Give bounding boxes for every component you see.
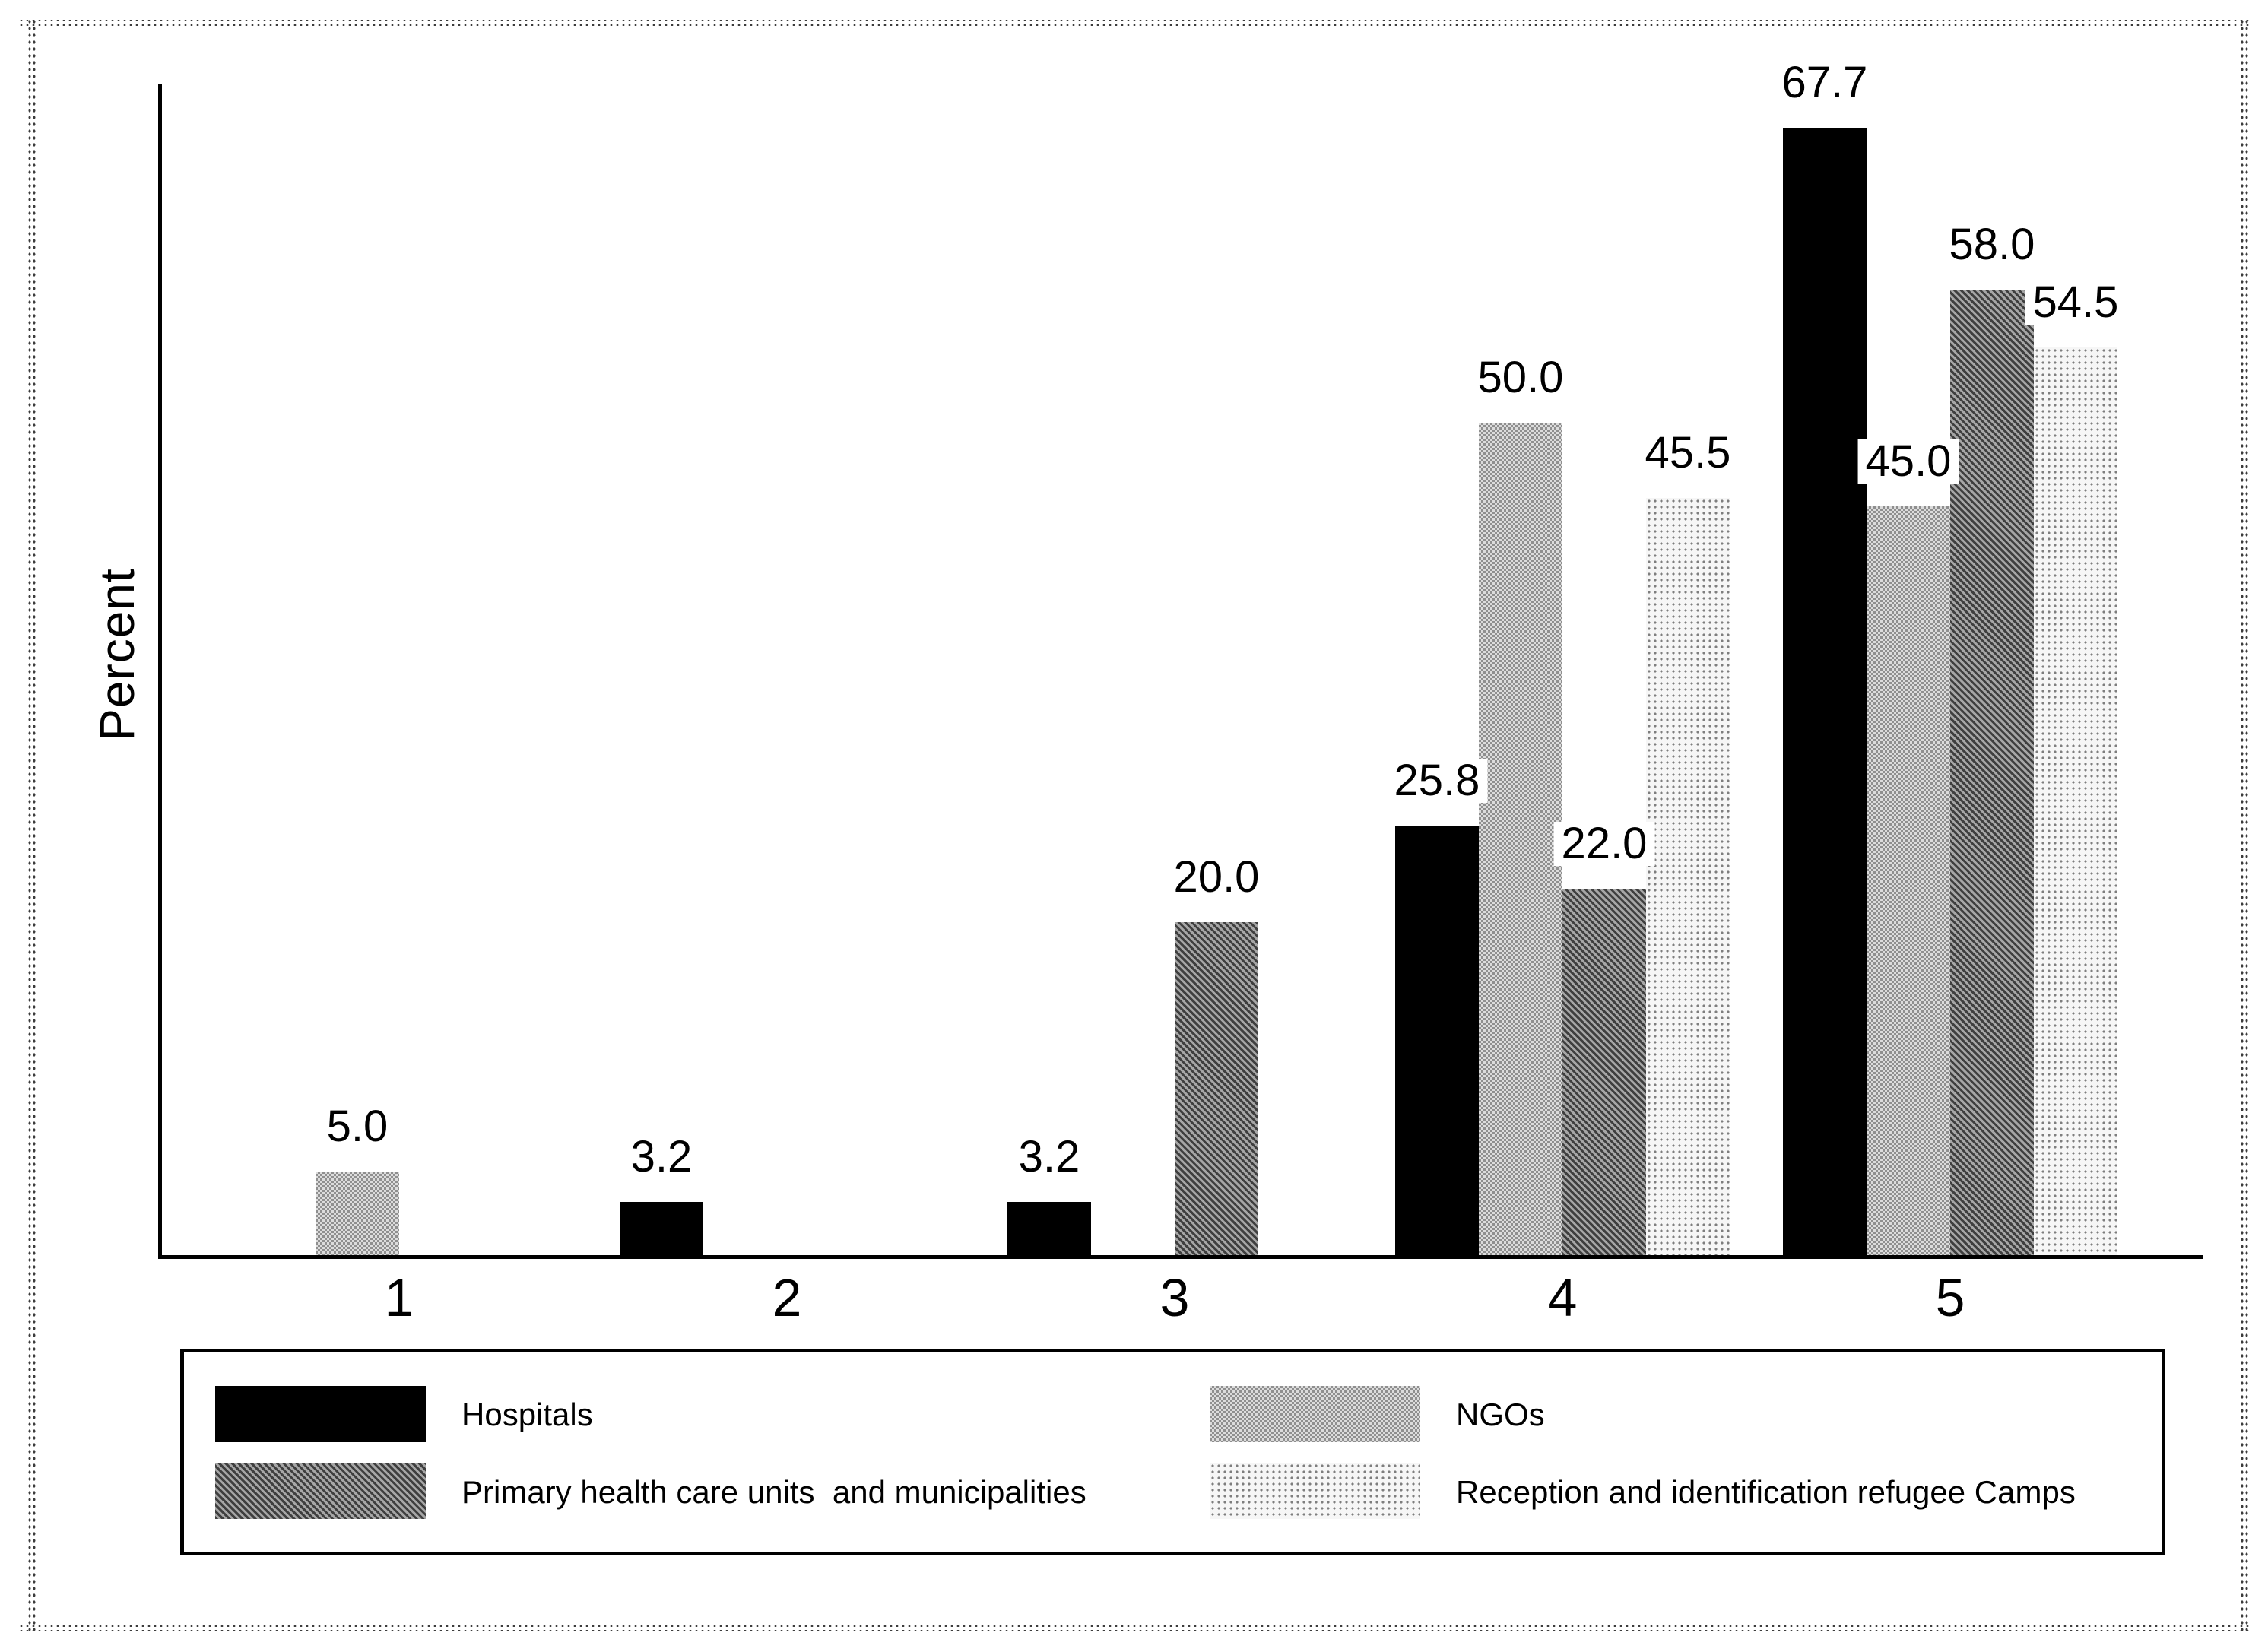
x-tick-label-3: 3: [1159, 1268, 1190, 1327]
bar-hospitals-category-5: [1783, 128, 1867, 1255]
frame-border-right: [2240, 18, 2248, 1634]
value-label-hospitals-category-3: 3.2: [1010, 1135, 1088, 1179]
bar-primary-health-care-units-and-municipalities-category-4: [1562, 889, 1646, 1255]
bar-hospitals-category-2: [620, 1202, 703, 1255]
value-label-ngos-category-5: 45.0: [1857, 439, 1959, 484]
value-label-hospitals-category-4: 25.8: [1386, 759, 1488, 803]
bar-primary-health-care-units-and-municipalities-category-5: [1950, 290, 2034, 1255]
legend-label-ngos: NGOs: [1456, 1397, 1545, 1432]
x-tick-label-1: 1: [384, 1268, 414, 1327]
legend-swatch-reception-camps: [1210, 1463, 1420, 1519]
legend-swatch-ngos: [1210, 1386, 1420, 1442]
x-tick-label-2: 2: [772, 1268, 802, 1327]
x-tick-label-4: 4: [1547, 1268, 1578, 1327]
value-label-primary-health-care-units-and-municipalities-category-4: 22.0: [1553, 822, 1655, 866]
y-axis-line: [158, 84, 162, 1259]
bar-primary-health-care-units-and-municipalities-category-3: [1175, 922, 1258, 1255]
value-label-primary-health-care-units-and-municipalities-category-3: 20.0: [1166, 855, 1267, 899]
legend-label-reception-camps: Reception and identification refugee Cam…: [1456, 1474, 2076, 1510]
x-tick-label-5: 5: [1935, 1268, 1965, 1327]
bar-hospitals-category-3: [1007, 1202, 1091, 1255]
value-label-reception-identification-refugee-camps-category-4: 45.5: [1637, 431, 1739, 475]
frame-border-left: [27, 18, 36, 1634]
bar-ngos-category-4: [1479, 423, 1562, 1255]
legend-swatch-primary-health-care: [215, 1463, 426, 1519]
legend-label-hospitals: Hospitals: [462, 1397, 593, 1432]
y-axis-title: Percent: [90, 568, 144, 741]
bar-ngos-category-5: [1867, 506, 1950, 1255]
legend-swatch-hospitals: [215, 1386, 426, 1442]
value-label-reception-identification-refugee-camps-category-5: 54.5: [2025, 281, 2127, 325]
bar-hospitals-category-4: [1395, 826, 1479, 1255]
value-label-hospitals-category-2: 3.2: [623, 1135, 700, 1179]
value-label-hospitals-category-5: 67.7: [1774, 61, 1876, 105]
legend-label-primary-health-care: Primary health care units and municipali…: [462, 1474, 1086, 1510]
legend-box: Hospitals NGOs Primary health care units…: [180, 1349, 2165, 1555]
frame-border-bottom: [18, 1624, 2251, 1634]
frame-border-top: [18, 18, 2251, 28]
value-label-ngos-category-4: 50.0: [1470, 356, 1572, 400]
bar-reception-identification-refugee-camps-category-4: [1646, 498, 1730, 1255]
bar-reception-identification-refugee-camps-category-5: [2034, 347, 2117, 1255]
value-label-ngos-category-1: 5.0: [319, 1105, 396, 1149]
x-axis-line: [158, 1255, 2203, 1259]
bar-ngos-category-1: [316, 1172, 399, 1255]
value-label-primary-health-care-units-and-municipalities-category-5: 58.0: [1941, 223, 2043, 267]
